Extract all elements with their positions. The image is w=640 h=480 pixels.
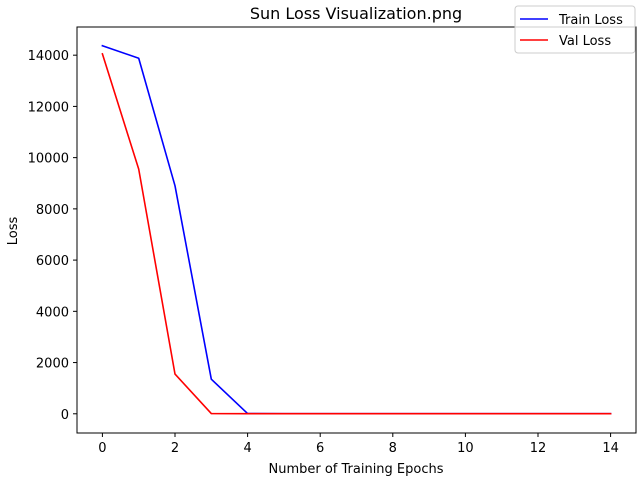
legend-label: Val Loss (559, 34, 611, 49)
x-tick-label: 8 (389, 441, 397, 456)
axes-frame (76, 26, 637, 434)
x-tick-label: 4 (243, 441, 251, 456)
x-tick-label: 14 (602, 441, 619, 456)
y-tick-label: 0 (61, 408, 69, 423)
y-axis-title: Loss (6, 217, 21, 246)
y-tick-label: 10000 (28, 152, 69, 167)
legend: Train Loss Val Loss (514, 5, 636, 54)
legend-label: Train Loss (558, 13, 623, 28)
x-tick-label: 6 (316, 441, 324, 456)
y-tick-label: 6000 (36, 254, 69, 269)
x-tick-label: 12 (530, 441, 547, 456)
y-tick-label: 4000 (36, 305, 69, 320)
legend-box (514, 5, 636, 54)
x-tick-label: 0 (98, 441, 106, 456)
chart-title: Sun Loss Visualization.png (250, 4, 462, 23)
x-axis-title: Number of Training Epochs (268, 462, 443, 477)
y-tick-label: 14000 (28, 49, 69, 64)
y-tick-label: 2000 (36, 357, 69, 372)
y-tick-label: 8000 (36, 203, 69, 218)
series-line-val-loss (101, 52, 612, 415)
x-tick-label: 10 (457, 441, 474, 456)
y-tick-label: 12000 (28, 100, 69, 115)
x-tick-label: 2 (171, 441, 179, 456)
plot-area: 0 2 4 6 8 10 12 14 0 2000 4000 6000 8000 10000 12000 14… (28, 26, 637, 456)
